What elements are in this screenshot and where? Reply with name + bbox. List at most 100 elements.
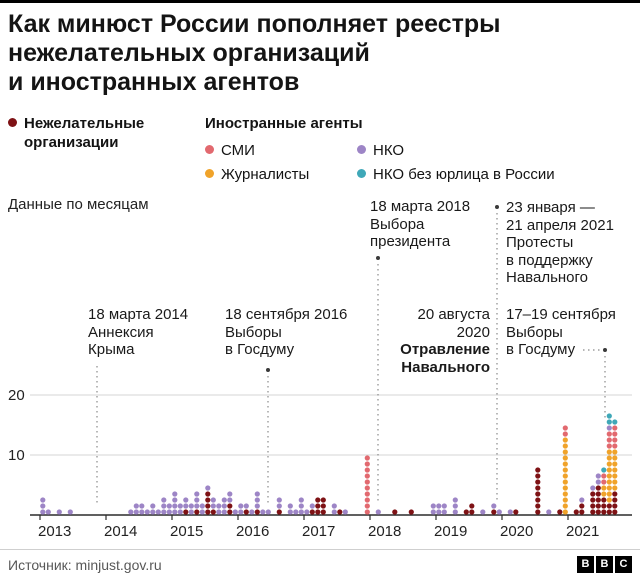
- dot-n: [40, 509, 46, 515]
- dot-u: [557, 509, 563, 515]
- dot-u: [535, 473, 541, 479]
- annotation-line: 18 марта 2018: [370, 198, 471, 215]
- dot-u: [254, 509, 260, 515]
- dot-n: [430, 503, 436, 509]
- dot-j: [562, 479, 568, 485]
- dot-u: [309, 509, 315, 515]
- dot-n: [276, 497, 282, 503]
- dot-u: [227, 503, 233, 509]
- dot-u: [408, 509, 414, 515]
- dot-u: [612, 497, 618, 503]
- dot-u: [243, 509, 249, 515]
- dot-n: [172, 503, 178, 509]
- bbc-logo-letter: B: [577, 556, 594, 573]
- annotation-line: 18 сентября 2016: [225, 306, 348, 323]
- dot-u: [535, 491, 541, 497]
- annotation-line: Навального: [506, 269, 588, 286]
- annotation-line: в Госдуму: [225, 341, 295, 358]
- dot-n: [183, 503, 189, 509]
- annotation-line-bold: Навального: [401, 358, 490, 376]
- dot-n: [227, 497, 233, 503]
- footer-divider: [0, 549, 640, 550]
- dot-j: [562, 443, 568, 449]
- journalists-dot-icon: [205, 169, 214, 178]
- dot-u: [183, 509, 189, 515]
- dot-t: [606, 413, 612, 419]
- dot-n: [183, 497, 189, 503]
- legend-item-smi: СМИ: [205, 141, 255, 160]
- dot-j: [562, 467, 568, 473]
- dot-n: [436, 503, 442, 509]
- dot-n: [491, 503, 497, 509]
- dot-s: [612, 425, 618, 431]
- dot-n: [441, 503, 447, 509]
- dot-u: [612, 509, 618, 515]
- dot-n: [40, 503, 46, 509]
- legend-journalists-label: Журналисты: [221, 166, 310, 183]
- dot-u: [535, 509, 541, 515]
- dot-u: [276, 509, 282, 515]
- dot-n: [260, 509, 266, 515]
- dot-n: [172, 509, 178, 515]
- dot-j: [562, 449, 568, 455]
- dot-n: [480, 509, 486, 515]
- dot-s: [364, 479, 370, 485]
- dot-s: [364, 485, 370, 491]
- dot-u: [392, 509, 398, 515]
- annotation-line: 20 августа: [417, 306, 490, 323]
- legend-nko-label: НКО: [373, 142, 405, 159]
- legend-undesirable-line1: Нежелательные: [24, 115, 145, 132]
- title-line-2: нежелательных организаций: [8, 39, 370, 67]
- dot-u: [590, 491, 596, 497]
- dot-u: [469, 509, 475, 515]
- dot-u: [595, 485, 601, 491]
- dot-u: [491, 509, 497, 515]
- dot-t: [612, 419, 618, 425]
- dot-n: [227, 491, 233, 497]
- dot-n: [249, 509, 255, 515]
- dot-u: [595, 503, 601, 509]
- dot-u: [535, 479, 541, 485]
- dot-s: [364, 497, 370, 503]
- dot-n: [221, 503, 227, 509]
- dot-j: [606, 479, 612, 485]
- dot-n: [67, 509, 73, 515]
- x-tick-label: 2019: [434, 523, 467, 540]
- annotation-line: Выборы: [225, 323, 282, 341]
- bbc-logo-letter: C: [615, 556, 632, 573]
- bbc-logo-letter: B: [596, 556, 613, 573]
- dot-u: [315, 509, 321, 515]
- dot-j: [606, 455, 612, 461]
- annotation-line: в Госдуму: [506, 341, 576, 358]
- bbc-logo: B B C: [577, 556, 632, 573]
- dot-s: [612, 431, 618, 437]
- annotation-president-2018: 18 марта 2018 Выбора президента: [370, 198, 470, 251]
- dot-j: [612, 461, 618, 467]
- dot-n: [188, 503, 194, 509]
- annotation-line: 2020: [456, 323, 490, 341]
- dot-s: [364, 455, 370, 461]
- smi-dot-icon: [205, 145, 214, 154]
- dot-n: [194, 503, 200, 509]
- dot-n: [276, 503, 282, 509]
- annotation-line: 17–19 сентября: [506, 306, 616, 323]
- dot-u: [595, 491, 601, 497]
- legend-smi-label: СМИ: [221, 142, 255, 159]
- dot-j: [562, 485, 568, 491]
- dot-n: [139, 509, 145, 515]
- dot-s: [364, 503, 370, 509]
- dot-n: [287, 509, 293, 515]
- annotation-leader-dot: [376, 256, 380, 260]
- dot-n: [606, 425, 612, 431]
- dot-s: [606, 437, 612, 443]
- annotation-line: Крыма: [88, 341, 135, 358]
- dot-s: [601, 473, 607, 479]
- x-tick-label: 2020: [500, 523, 533, 540]
- title-line-3: и иностранных агентов: [8, 68, 300, 96]
- annotation-line: Выборы: [506, 323, 563, 341]
- dot-s: [364, 467, 370, 473]
- dot-n: [216, 509, 222, 515]
- dot-u: [535, 485, 541, 491]
- top-rule: [0, 0, 640, 3]
- dot-n: [238, 503, 244, 509]
